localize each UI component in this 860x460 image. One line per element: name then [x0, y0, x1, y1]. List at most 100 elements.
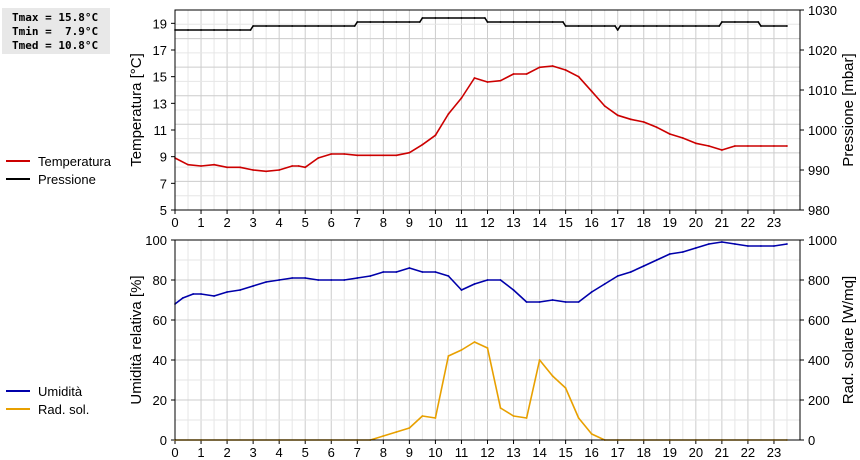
x-tick-label: 15: [558, 445, 572, 460]
tmin-text: Tmin = 7.9°C: [12, 25, 99, 38]
data-point: [694, 25, 697, 27]
data-point: [694, 247, 697, 249]
data-point: [200, 29, 202, 31]
data-point: [395, 271, 398, 273]
tmax-text: Tmax = 15.8°C: [12, 11, 99, 24]
data-point: [343, 153, 346, 155]
data-point: [239, 289, 242, 291]
data-point: [356, 154, 359, 157]
y2-tick-label: 990: [808, 163, 830, 178]
data-point: [408, 151, 411, 154]
data-point: [447, 355, 450, 357]
y2-tick-label: 0: [808, 433, 815, 448]
x-tick-label: 13: [506, 445, 520, 460]
y-tick-label: 15: [153, 70, 167, 85]
data-point: [551, 65, 554, 67]
data-point: [747, 21, 749, 23]
data-point: [668, 133, 671, 135]
data-point: [278, 25, 281, 27]
data-point: [629, 118, 632, 121]
x-tick-label: 23: [767, 215, 781, 230]
data-point: [512, 415, 515, 417]
data-point: [382, 435, 385, 437]
x-tick-label: 5: [302, 445, 309, 460]
x-tick-label: 2: [223, 445, 230, 460]
data-point: [538, 359, 541, 361]
x-tick-label: 8: [380, 445, 387, 460]
data-point: [707, 25, 710, 27]
y2-axis-label: Pressione [mbar]: [840, 53, 857, 166]
data-point: [382, 21, 385, 23]
data-point: [525, 21, 528, 23]
data-point: [564, 25, 567, 27]
data-point: [551, 299, 554, 301]
y-tick-label: 5: [160, 203, 167, 218]
data-point: [434, 417, 437, 419]
data-point: [421, 271, 424, 273]
x-tick-label: 10: [428, 445, 442, 460]
data-point: [642, 25, 645, 27]
data-point: [460, 97, 463, 99]
data-point: [747, 245, 749, 247]
y-tick-label: 11: [154, 123, 168, 138]
data-point: [213, 29, 215, 31]
data-point: [213, 295, 215, 297]
y-axis-label: Umidità relativa [%]: [128, 275, 145, 404]
y-axis-label: Temperatura [°C]: [128, 53, 145, 167]
x-tick-label: 11: [455, 445, 469, 460]
data-point: [265, 170, 268, 173]
data-point: [733, 145, 736, 147]
data-point: [395, 21, 398, 23]
data-point: [590, 25, 593, 27]
data-point: [213, 163, 215, 166]
data-point: [304, 25, 307, 27]
data-point: [590, 291, 593, 293]
data-point: [486, 279, 489, 281]
data-point: [291, 165, 294, 167]
data-point: [525, 73, 528, 75]
data-point: [733, 243, 736, 245]
data-point: [642, 265, 645, 267]
x-tick-label: 14: [532, 445, 546, 460]
data-point: [473, 17, 476, 19]
data-point: [291, 277, 294, 279]
data-point: [382, 271, 385, 273]
data-point: [616, 275, 619, 277]
data-point: [421, 17, 424, 19]
x-tick-label: 6: [328, 215, 335, 230]
data-point: [382, 154, 385, 157]
data-point: [668, 25, 671, 27]
plot-frame: [174, 9, 801, 211]
data-point: [760, 145, 762, 147]
chart-1: 0 1 2 3 4 5 6 7 8 9 10 11 12 13 14 15 16 17 18 19 20 21 22 2357…: [128, 3, 857, 230]
data-point: [577, 75, 580, 78]
data-point: [187, 29, 189, 31]
data-point: [786, 25, 788, 27]
data-point: [343, 25, 346, 27]
data-point: [418, 21, 421, 23]
x-tick-label: 19: [663, 445, 677, 460]
data-point: [460, 17, 463, 19]
y-tick-label: 19: [153, 16, 167, 31]
y-tick-label: 80: [153, 273, 167, 288]
data-point: [447, 17, 450, 19]
data-point: [681, 25, 684, 27]
data-point: [642, 121, 645, 123]
data-point: [773, 245, 775, 247]
x-tick-label: 9: [406, 445, 413, 460]
data-point: [720, 21, 723, 23]
data-point: [694, 142, 697, 145]
data-point: [434, 17, 437, 19]
data-point: [564, 387, 567, 389]
data-point: [330, 153, 333, 155]
y-tick-label: 0: [160, 433, 167, 448]
data-point: [304, 166, 307, 169]
x-tick-label: 13: [506, 215, 520, 230]
data-point: [551, 375, 554, 377]
data-point: [421, 415, 424, 417]
data-point: [538, 21, 541, 23]
y2-axis-label: Rad. solare [W/mq]: [840, 276, 857, 404]
data-point: [499, 407, 502, 409]
x-tick-label: 2: [223, 215, 230, 230]
x-tick-label: 10: [428, 215, 442, 230]
